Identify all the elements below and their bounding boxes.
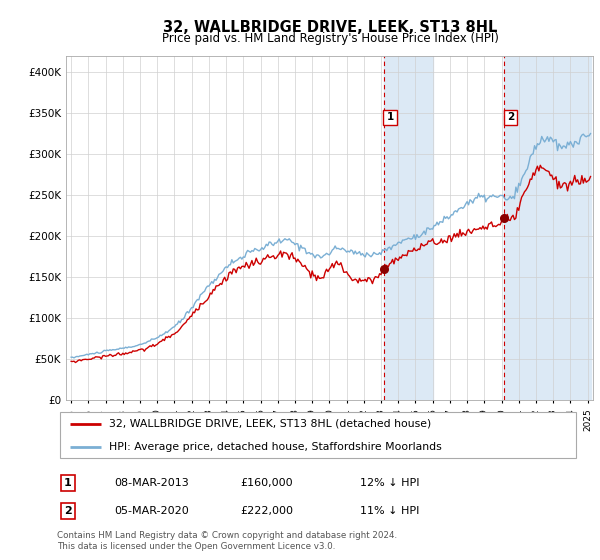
Text: 2: 2 (507, 113, 514, 123)
FancyBboxPatch shape (59, 412, 577, 458)
Text: 08-MAR-2013: 08-MAR-2013 (114, 478, 189, 488)
Bar (384, 56, 433, 400)
Text: £222,000: £222,000 (240, 506, 293, 516)
Text: 32, WALLBRIDGE DRIVE, LEEK, ST13 8HL (detached house): 32, WALLBRIDGE DRIVE, LEEK, ST13 8HL (de… (109, 418, 431, 428)
Text: 1: 1 (64, 478, 71, 488)
Bar (505, 56, 591, 400)
Text: 05-MAR-2020: 05-MAR-2020 (114, 506, 189, 516)
Text: Price paid vs. HM Land Registry's House Price Index (HPI): Price paid vs. HM Land Registry's House … (161, 32, 499, 45)
Text: Contains HM Land Registry data © Crown copyright and database right 2024.: Contains HM Land Registry data © Crown c… (57, 531, 397, 540)
Text: 12% ↓ HPI: 12% ↓ HPI (360, 478, 419, 488)
Text: 11% ↓ HPI: 11% ↓ HPI (360, 506, 419, 516)
Text: 32, WALLBRIDGE DRIVE, LEEK, ST13 8HL: 32, WALLBRIDGE DRIVE, LEEK, ST13 8HL (163, 20, 497, 35)
Text: 2: 2 (64, 506, 71, 516)
Text: 1: 1 (386, 113, 394, 123)
Text: This data is licensed under the Open Government Licence v3.0.: This data is licensed under the Open Gov… (57, 542, 335, 550)
Text: £160,000: £160,000 (240, 478, 293, 488)
Text: HPI: Average price, detached house, Staffordshire Moorlands: HPI: Average price, detached house, Staf… (109, 442, 442, 452)
